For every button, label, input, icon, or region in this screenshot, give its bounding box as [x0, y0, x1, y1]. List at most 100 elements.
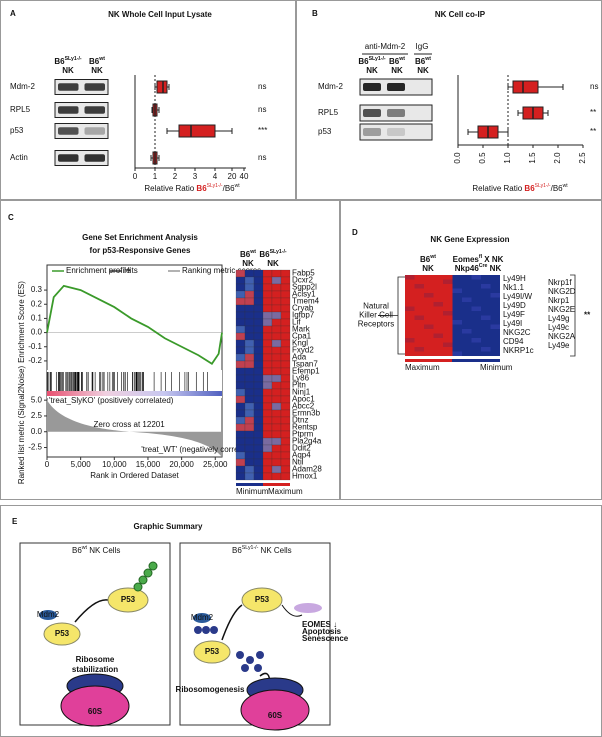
- y-tick-label: -0.2: [28, 356, 42, 365]
- gene-label: Ptprm: [292, 430, 314, 439]
- heatmap-cell: [244, 318, 255, 327]
- heatmap-cell: [262, 297, 273, 306]
- heatmap-cell: [262, 346, 273, 355]
- panel-label: A: [10, 9, 16, 18]
- heatmap-cell: [471, 338, 481, 343]
- blot-band: [84, 83, 105, 91]
- label-part: NK: [91, 66, 103, 75]
- group-label: Killer Cell: [359, 311, 393, 320]
- effect-label: Apoptosis: [302, 627, 342, 636]
- panel-title: Gene Set Enrichment Analysis: [82, 233, 198, 242]
- heatmap-cell: [244, 465, 255, 474]
- gene-label: Dcxr2: [292, 276, 313, 285]
- significance: **: [590, 108, 596, 117]
- ribosomal-protein: [210, 626, 218, 634]
- strain-label: NK: [62, 66, 74, 75]
- heatmap-cell: [235, 332, 246, 341]
- label-part: wt: [98, 56, 105, 62]
- heatmap-cell: [452, 311, 462, 316]
- heatmap-cell: [271, 451, 282, 460]
- heatmap-cell: [271, 339, 282, 348]
- heatmap-cell: [280, 374, 291, 383]
- annotation: 'treat_WT' (negatively correlated): [141, 445, 259, 454]
- label-part: wt: [398, 56, 405, 62]
- strain-label: B6wt: [240, 249, 256, 259]
- gene-label: Ly49D: [503, 301, 526, 310]
- heatmap-cell: [235, 472, 246, 481]
- scale-label: Minimum: [236, 487, 269, 496]
- heatmap-cell: [462, 306, 472, 311]
- label-part: SLy1-/-: [270, 249, 287, 255]
- heatmap-cell: [235, 465, 246, 474]
- ubiquitin: [133, 582, 143, 592]
- heatmap-cell: [405, 324, 415, 329]
- heatmap-cell: [443, 338, 453, 343]
- heatmap-cell: [244, 402, 255, 411]
- ribosome-large: [60, 685, 130, 727]
- heatmap-cell: [262, 430, 273, 439]
- heatmap-cell: [235, 304, 246, 313]
- heatmap-cell: [414, 315, 424, 320]
- heatmap-cell: [244, 332, 255, 341]
- heatmap-cell: [443, 293, 453, 298]
- heatmap-cell: [235, 325, 246, 334]
- heatmap-cell: [253, 409, 264, 418]
- heatmap-cell: [244, 395, 255, 404]
- heatmap-cell: [462, 329, 472, 334]
- significance: ns: [258, 153, 266, 162]
- heatmap-cell: [433, 306, 443, 311]
- heatmap-cell: [414, 320, 424, 325]
- heatmap-cell: [462, 342, 472, 347]
- heatmap-cell: [271, 318, 282, 327]
- box: [512, 80, 539, 94]
- gene-label: Rentsp: [292, 423, 318, 432]
- heatmap-cell: [253, 444, 264, 453]
- heatmap-cell: [481, 275, 491, 280]
- heatmap-cell: [471, 351, 481, 356]
- x-tick-label: 10,000: [102, 460, 127, 469]
- x-tick-label: 2.5: [578, 152, 587, 164]
- blot-band: [58, 83, 79, 91]
- panel-title: NK Whole Cell Input Lysate: [108, 10, 212, 19]
- blot-band: [84, 127, 105, 135]
- heatmap-cell: [244, 472, 255, 481]
- heatmap-cell: [433, 275, 443, 280]
- heatmap-cell: [462, 315, 472, 320]
- heatmap-cell: [253, 269, 264, 278]
- heatmap-cell: [262, 374, 273, 383]
- heatmap-cell: [271, 395, 282, 404]
- heatmap-cell: [433, 297, 443, 302]
- blot-band: [387, 109, 405, 117]
- blot-frame: [359, 123, 433, 141]
- heatmap-cell: [490, 329, 500, 334]
- heatmap-cell: [262, 276, 273, 285]
- gene-label: Cryab: [292, 304, 314, 313]
- heatmap-cell: [424, 342, 434, 347]
- heatmap-cell: [262, 269, 273, 278]
- heatmap-cell: [235, 374, 246, 383]
- label-part: NK: [422, 264, 434, 273]
- heatmap-cell: [244, 311, 255, 320]
- heatmap-cell: [452, 333, 462, 338]
- heatmap-cell: [471, 297, 481, 302]
- heatmap-cell: [280, 423, 291, 432]
- arrow: [74, 599, 109, 623]
- heatmap-cell: [481, 284, 491, 289]
- dna: [294, 603, 322, 613]
- label-part: NK: [487, 264, 501, 273]
- label-part: NK Cells: [258, 546, 291, 555]
- heatmap-cell: [235, 458, 246, 467]
- gene-label: Fabp5: [292, 269, 315, 278]
- heatmap-cell: [235, 353, 246, 362]
- label-part: B6: [89, 57, 100, 66]
- y-tick-label: 0.2: [31, 299, 43, 308]
- gene-label: Tspan7: [292, 360, 318, 369]
- heatmap-cell: [414, 347, 424, 352]
- heatmap-cell: [244, 381, 255, 390]
- heatmap-cell: [244, 374, 255, 383]
- heatmap-cell: [424, 315, 434, 320]
- x-tick-label: 25,000: [203, 460, 228, 469]
- heatmap-cell: [280, 451, 291, 460]
- heatmap-cell: [405, 275, 415, 280]
